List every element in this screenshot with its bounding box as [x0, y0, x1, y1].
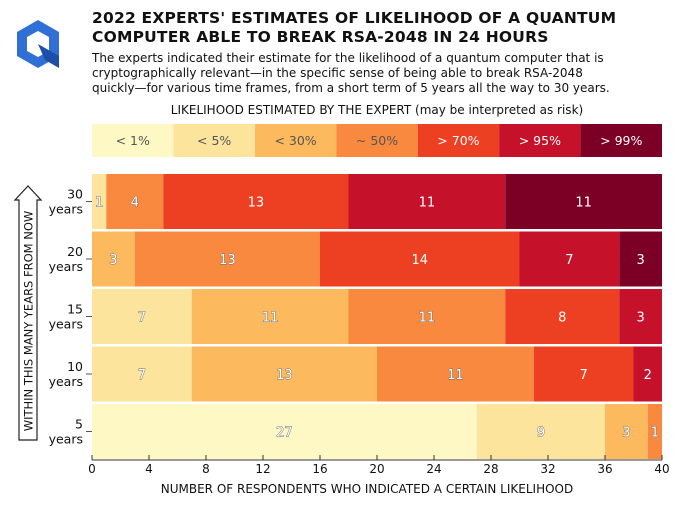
bar-segment — [519, 231, 620, 287]
bar-segment — [605, 404, 648, 459]
subtitle-line: The experts indicated their estimate for… — [92, 51, 604, 65]
logo-icon — [17, 20, 59, 68]
bar-segment — [106, 174, 164, 229]
data-label: 1 — [651, 426, 659, 441]
title-line: COMPUTER ABLE TO BREAK RSA-2048 IN 24 HO… — [92, 28, 549, 46]
x-tick-label: 12 — [255, 462, 270, 476]
data-label: 11 — [575, 196, 592, 211]
x-tick-label: 16 — [312, 462, 327, 476]
bar-segment — [476, 404, 605, 459]
legend-swatch — [336, 124, 418, 157]
bar-segment — [92, 174, 107, 229]
x-tick-label: 20 — [369, 462, 384, 476]
data-label: 3 — [636, 253, 644, 268]
legend-swatch — [580, 124, 662, 157]
data-label: 3 — [109, 253, 117, 268]
data-label: 11 — [419, 196, 436, 211]
bar-segment — [92, 346, 192, 402]
bar-segment — [134, 231, 320, 287]
legend-swatch — [254, 124, 337, 157]
x-tick-label: 40 — [654, 462, 669, 476]
data-label: 14 — [411, 253, 428, 268]
y-tick-label: 10 — [67, 359, 83, 374]
subtitle-line: cryptographically relevant—in the specif… — [92, 66, 583, 80]
bar-segment — [92, 404, 477, 459]
x-tick-label: 32 — [540, 462, 555, 476]
legend-label: < 30% — [274, 133, 316, 148]
data-label: 4 — [131, 196, 139, 211]
bar-segment — [191, 346, 377, 402]
bar-segment — [348, 174, 506, 229]
x-tick-label: 36 — [597, 462, 612, 476]
legend-swatch — [417, 124, 500, 157]
bar-segment — [163, 174, 349, 229]
legend-caption: LIKELIHOOD ESTIMATED BY THE EXPERT (may … — [170, 103, 584, 117]
data-label: 3 — [622, 426, 630, 441]
data-label: 2 — [644, 368, 652, 383]
bar-segment — [505, 174, 662, 229]
data-label: 27 — [276, 426, 293, 441]
y-tick-label: years — [49, 202, 83, 217]
data-label: 11 — [419, 311, 436, 326]
legend-label: ~ 50% — [356, 133, 398, 148]
bar-segment — [619, 289, 662, 344]
chart-subtitle: The experts indicated their estimate for… — [92, 51, 677, 96]
y-tick-label: years — [49, 317, 83, 332]
bar-segment — [505, 289, 620, 344]
x-tick-label: 4 — [145, 462, 153, 476]
data-label: 1 — [95, 196, 103, 211]
legend-swatch — [499, 124, 581, 157]
data-label: 13 — [219, 253, 236, 268]
legend-swatch — [173, 124, 255, 157]
x-tick-label: 8 — [202, 462, 210, 476]
data-label: 7 — [565, 253, 573, 268]
x-tick-label: 0 — [88, 462, 96, 476]
y-tick-label: years — [49, 432, 83, 447]
data-label: 9 — [537, 426, 545, 441]
y-tick-label: 30 — [67, 187, 83, 202]
legend-label: > 99% — [600, 133, 642, 148]
y-axis-arrow — [13, 185, 43, 441]
y-tick-label: 5 — [75, 417, 83, 432]
data-label: 13 — [248, 196, 265, 211]
data-label: 7 — [579, 368, 587, 383]
bar-segment — [619, 231, 662, 287]
legend-label: < 5% — [197, 133, 231, 148]
bar-segment — [348, 289, 506, 344]
y-tick-label: 20 — [67, 244, 83, 259]
title-line: 2022 EXPERTS' ESTIMATES OF LIKELIHOOD OF… — [92, 9, 617, 27]
bar-segment — [533, 346, 634, 402]
data-label: 13 — [276, 368, 293, 383]
data-label: 7 — [138, 368, 146, 383]
legend-label: < 1% — [116, 133, 150, 148]
chart-title: 2022 EXPERTS' ESTIMATES OF LIKELIHOOD OF… — [92, 9, 672, 47]
data-label: 11 — [262, 311, 279, 326]
bar-segment — [191, 289, 349, 344]
data-label: 3 — [636, 311, 644, 326]
y-tick-label: 15 — [67, 302, 83, 317]
bar-segment — [92, 289, 192, 344]
bar-segment — [647, 404, 662, 459]
x-tick-label: 28 — [483, 462, 498, 476]
legend-swatch — [92, 124, 174, 157]
data-label: 7 — [138, 311, 146, 326]
x-tick-label: 24 — [426, 462, 441, 476]
y-tick-label: years — [49, 374, 83, 389]
legend-label: > 70% — [437, 133, 479, 148]
bar-segment — [377, 346, 534, 402]
data-label: 8 — [558, 311, 566, 326]
bar-segment — [92, 231, 135, 287]
bar-segment — [320, 231, 520, 287]
legend-label: > 95% — [519, 133, 561, 148]
bar-segment — [633, 346, 662, 402]
subtitle-line: quickly—for various time frames, from a … — [92, 81, 610, 95]
data-label: 11 — [447, 368, 464, 383]
x-axis-title: NUMBER OF RESPONDENTS WHO INDICATED A CE… — [161, 482, 574, 496]
y-tick-label: years — [49, 259, 83, 274]
y-axis-title: WITHIN THIS MANY YEARS FROM NOW — [22, 211, 36, 432]
